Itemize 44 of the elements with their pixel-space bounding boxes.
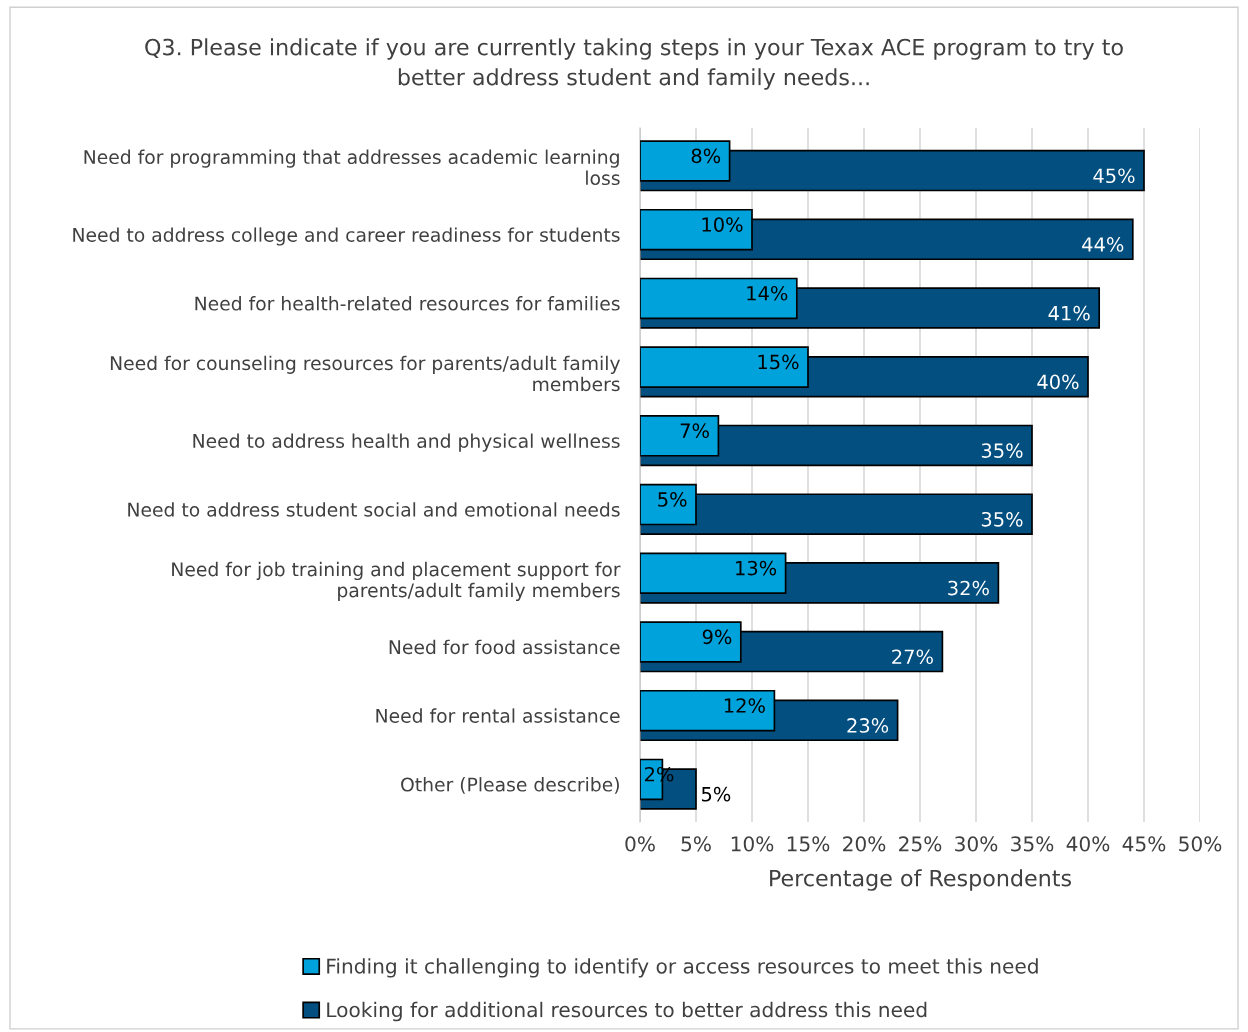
data-label: 7% xyxy=(680,423,709,439)
data-label: 45% xyxy=(1093,168,1135,184)
x-tick-label: 20% xyxy=(843,836,886,852)
data-label: 32% xyxy=(948,580,989,596)
x-axis-title: Percentage of Respondents xyxy=(770,869,1071,891)
y-tick-label: Need for rental assistance xyxy=(376,708,620,723)
data-label: 5% xyxy=(658,492,687,507)
data-label: 9% xyxy=(702,629,732,645)
x-tick-label: 0% xyxy=(625,836,655,852)
y-tick-label: Need for counseling resources for parents/adult family members xyxy=(110,355,620,392)
chart-title: Q3. Please indicate if you are currently taking steps in your Texax ACE program to try to better address student and family needs... xyxy=(145,38,1123,90)
data-label: 35% xyxy=(981,443,1023,458)
data-label: 10% xyxy=(702,217,743,232)
y-tick-label: Need to address student social and emotional needs xyxy=(128,502,620,517)
x-tick-label: 10% xyxy=(731,836,774,852)
x-tick-label: 50% xyxy=(1179,836,1222,852)
data-label: 8% xyxy=(691,148,721,164)
data-label: 13% xyxy=(736,560,777,576)
data-label: 44% xyxy=(1082,237,1124,252)
x-tick-label: 5% xyxy=(681,836,711,852)
legend-label: Finding it challenging to identify or access resources to meet this need xyxy=(327,958,1038,978)
y-tick-label: Need to address college and career readiness for students xyxy=(73,227,620,246)
x-tick-label: 40% xyxy=(1066,836,1110,852)
y-tick-label: Need to address health and physical wellness xyxy=(193,433,620,452)
data-label: 12% xyxy=(724,698,765,713)
x-tick-label: 45% xyxy=(1122,836,1166,852)
data-label: 23% xyxy=(847,718,889,733)
data-label: 41% xyxy=(1048,305,1090,321)
y-tick-label: Need for food assistance xyxy=(389,639,620,655)
data-label: 27% xyxy=(892,649,933,665)
y-tick-label: Need for health-related resources for families xyxy=(195,296,620,311)
y-tick-label: Other (Please describe) xyxy=(401,777,619,794)
y-tick-label: Need for job training and placement support for parents/adult family members xyxy=(172,561,621,602)
x-tick-label: 25% xyxy=(899,836,942,852)
x-tick-label: 30% xyxy=(955,836,998,852)
data-label: 35% xyxy=(981,511,1023,527)
data-label: 40% xyxy=(1037,374,1079,390)
data-label: 14% xyxy=(747,285,788,301)
legend-label: Looking for additional resources to better address this need xyxy=(327,1001,927,1022)
data-label: 5% xyxy=(701,786,731,802)
y-tick-label: Need for programming that addresses academic learning loss xyxy=(84,149,620,186)
x-tick-label: 35% xyxy=(1011,836,1054,852)
data-label: 15% xyxy=(758,354,799,370)
x-tick-label: 15% xyxy=(787,836,830,852)
